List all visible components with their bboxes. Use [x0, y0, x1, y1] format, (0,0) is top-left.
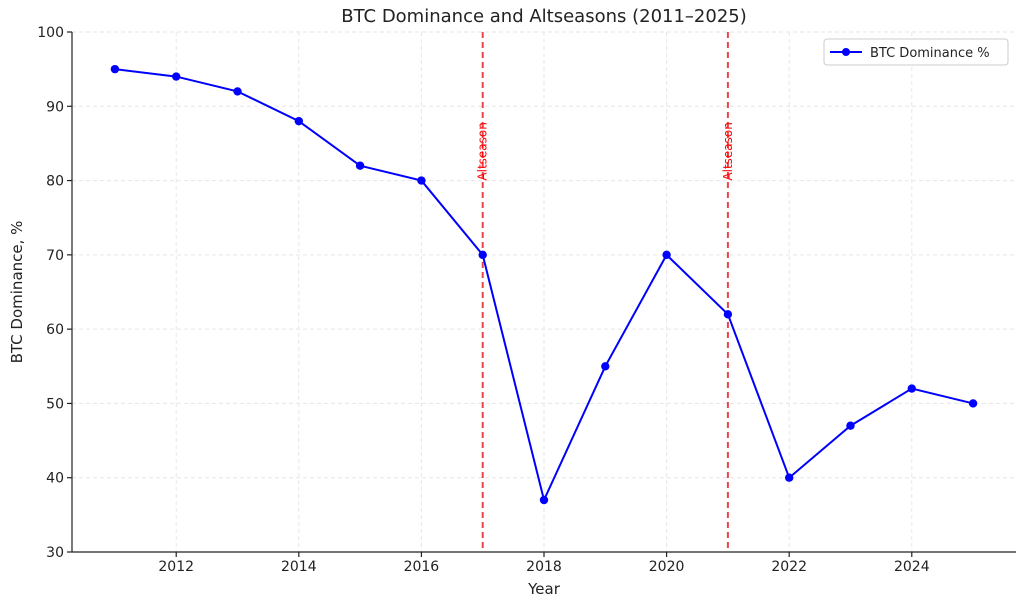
point — [907, 384, 916, 393]
point — [539, 495, 549, 505]
x-tick-label: 2012 — [158, 559, 194, 575]
point — [601, 362, 610, 371]
x-tick-label: 2024 — [894, 559, 930, 575]
x-tick-label: 2016 — [404, 559, 440, 575]
point — [662, 250, 671, 260]
altseason-label: Altseason — [721, 122, 735, 180]
y-tick-label: 60 — [46, 322, 64, 338]
altseason-label: Altseason — [476, 122, 490, 180]
y-tick-label: 70 — [46, 248, 64, 264]
y-tick-label: 100 — [37, 25, 64, 41]
point — [355, 161, 365, 170]
point — [846, 421, 855, 430]
legend-label: BTC Dominance % — [870, 46, 990, 61]
y-tick-label: 80 — [46, 174, 64, 190]
legend-box — [823, 38, 1009, 66]
y-tick-label: 90 — [46, 99, 64, 115]
point — [233, 87, 242, 96]
chart-title: BTC Dominance and Altseasons (2011–2025) — [341, 6, 747, 27]
legend-marker — [842, 48, 850, 56]
x-tick-label: 2020 — [649, 559, 685, 575]
point — [723, 310, 733, 319]
point — [172, 72, 181, 81]
point — [110, 64, 120, 74]
point — [478, 250, 487, 260]
x-axis-label: Year — [527, 580, 561, 598]
point — [417, 176, 426, 185]
x-tick-label: 2018 — [526, 559, 562, 575]
point — [294, 116, 304, 126]
x-tick-label: 2022 — [771, 559, 807, 575]
x-tick-label: 2014 — [281, 559, 317, 575]
y-tick-label: 50 — [46, 396, 64, 412]
y-axis-label: BTC Dominance, % — [8, 221, 26, 364]
y-tick-label: 40 — [46, 471, 64, 487]
point — [968, 399, 978, 408]
point — [784, 473, 794, 482]
y-tick-label: 30 — [46, 545, 64, 561]
